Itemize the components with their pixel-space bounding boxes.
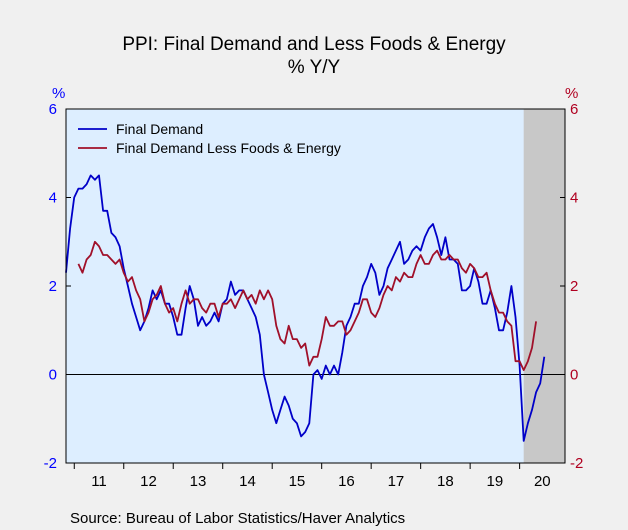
chart-subtitle: % Y/Y	[288, 57, 341, 78]
y-tick-label-right: 6	[570, 101, 578, 118]
x-tick-label: 20	[534, 473, 551, 490]
y-tick-label-right: -2	[570, 455, 583, 472]
x-tick-label: 11	[91, 473, 107, 490]
x-tick-label: 17	[388, 473, 405, 490]
x-tick-label: 18	[437, 473, 454, 490]
source-note: Source: Bureau of Labor Statistics/Haver…	[70, 510, 405, 527]
left-axis-unit: %	[52, 85, 65, 102]
y-tick-label-right: 2	[570, 278, 578, 295]
right-axis-unit: %	[565, 85, 578, 102]
y-tick-label-left: -2	[44, 455, 57, 472]
y-tick-label-left: 6	[49, 101, 57, 118]
legend: Final Demand Final Demand Less Foods & E…	[78, 121, 341, 156]
y-tick-label-left: 0	[49, 367, 57, 384]
y-axis-ticks: 6 6 4 4 2 2 0 0 -2 -2	[44, 101, 584, 472]
x-axis-ticks: 11 12 13 14 15 16 17 18 19 20	[73, 463, 551, 490]
legend-label-less-foods-energy: Final Demand Less Foods & Energy	[116, 140, 341, 156]
x-tick-label: 14	[239, 473, 256, 490]
chart-title: PPI: Final Demand and Less Foods & Energ…	[122, 34, 506, 55]
x-tick-label: 13	[190, 473, 207, 490]
plot-area	[66, 109, 565, 463]
y-tick-label-right: 4	[570, 190, 578, 207]
y-tick-label-right: 0	[570, 367, 578, 384]
x-tick-label: 16	[338, 473, 355, 490]
recession-shading	[523, 109, 565, 463]
legend-label-final-demand: Final Demand	[116, 121, 203, 137]
y-tick-label-left: 4	[49, 190, 57, 207]
x-tick-label: 19	[487, 473, 504, 490]
y-tick-label-left: 2	[49, 278, 57, 295]
x-tick-label: 15	[289, 473, 306, 490]
series-final-demand-less-foods-energy-line	[77, 240, 537, 372]
x-tick-label: 12	[140, 473, 157, 490]
